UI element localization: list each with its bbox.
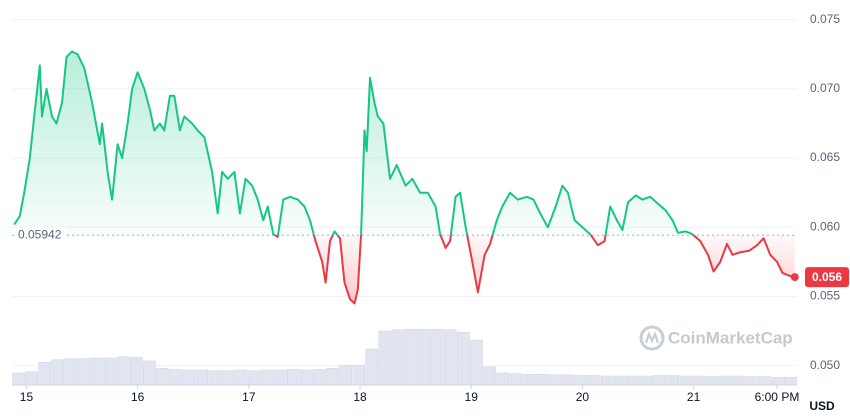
volume-bar (339, 364, 352, 386)
x-tick-label: 17 (242, 390, 256, 404)
volume-bar (444, 329, 457, 386)
volume-bar (666, 375, 680, 386)
volume-bar (365, 348, 379, 386)
x-tick-label: 6:00 PM (755, 390, 800, 404)
volume-bar (195, 369, 209, 386)
volume-bar (692, 375, 706, 386)
volume-bar (614, 375, 627, 386)
y-tick-label: 0.075 (810, 12, 840, 26)
baseline-label: 0.05942 (18, 227, 62, 241)
volume-bar (640, 375, 653, 386)
volume-bar (705, 376, 719, 386)
volume-bar (130, 357, 143, 386)
baseline-label-bg (14, 227, 66, 244)
x-tick-label: 20 (576, 390, 590, 404)
volume-bar (627, 375, 640, 386)
volume-bar (12, 372, 25, 386)
volume-bar (718, 375, 732, 386)
volume-bar (38, 361, 52, 386)
volume-bar (221, 370, 235, 386)
x-tick-label: 15 (20, 390, 34, 404)
volume-bar (77, 358, 91, 386)
volume-bar (378, 330, 392, 386)
volume-bar (143, 360, 156, 386)
volume-bar (404, 328, 418, 386)
area-below (14, 235, 795, 304)
volume-bar (313, 369, 326, 386)
volume-bar (391, 329, 405, 386)
y-tick-label: 0.070 (810, 81, 840, 95)
volume-bar (417, 328, 431, 386)
volume-bar (731, 375, 745, 386)
volume-bar (103, 357, 117, 386)
volume-bar (483, 366, 496, 386)
last-point (790, 273, 799, 282)
volume-bar (287, 369, 300, 386)
volume-bar (509, 373, 522, 386)
volume-bar (744, 376, 758, 386)
volume-bar (601, 375, 614, 386)
volume-bar (784, 376, 797, 386)
volume-bar (260, 369, 274, 386)
volume-bar (64, 358, 78, 386)
watermark: CoinMarketCap (668, 328, 793, 347)
volume-bar (326, 367, 339, 386)
volume-bar (561, 374, 575, 386)
volume-bar (169, 369, 182, 386)
x-tick-label: 19 (465, 390, 479, 404)
volume-bar (116, 356, 130, 386)
y-tick-label: 0.060 (810, 219, 840, 233)
volume-bar (300, 369, 313, 386)
volume-bar (758, 376, 771, 386)
volume-bar (182, 369, 195, 386)
volume-bar (587, 375, 601, 386)
volume-bar (496, 372, 509, 386)
watermark-logo (639, 325, 665, 351)
volume-bar (548, 374, 562, 386)
volume-bar (430, 328, 444, 386)
y-tick-label: 0.050 (810, 358, 840, 372)
volume-bar (352, 364, 365, 386)
x-tick-label: 16 (131, 390, 145, 404)
currency-label: USD (809, 399, 835, 413)
last-price-bg (805, 267, 849, 288)
volume-bar (653, 375, 666, 386)
volume-bar (273, 369, 287, 386)
volume-bar (457, 331, 470, 386)
volume-bar (574, 375, 588, 386)
y-tick-label: 0.065 (810, 150, 840, 164)
last-price-label: 0.056 (812, 270, 842, 284)
volume-bar (208, 370, 222, 386)
volume-bar (90, 357, 104, 386)
volume-bar (522, 373, 536, 386)
volume-bar (679, 375, 693, 386)
volume-bar (535, 373, 549, 386)
area-above (14, 51, 694, 236)
x-tick-label: 18 (353, 390, 367, 404)
volume-bar (156, 367, 169, 386)
volume-bar (25, 371, 38, 386)
y-tick-label: 0.055 (810, 289, 840, 303)
volume-bar (771, 376, 784, 386)
volume-bar (470, 339, 483, 386)
volume-bar (234, 369, 248, 386)
volume-bar (51, 359, 65, 386)
x-tick-label: 21 (687, 390, 701, 404)
price-line (13, 50, 796, 305)
volume-bar (247, 370, 261, 386)
